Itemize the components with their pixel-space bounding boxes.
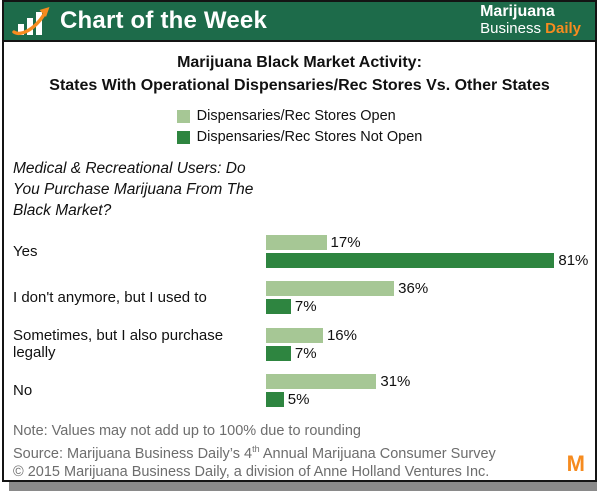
- legend-swatch-open-icon: [176, 109, 190, 123]
- category-label: Sometimes, but I also purchase legally: [13, 327, 224, 361]
- legend-item-open: Dispensaries/Rec Stores Open: [176, 108, 423, 124]
- category-label: I don't anymore, but I used to: [13, 289, 207, 306]
- bar-stores-open: [266, 281, 395, 296]
- legend-item-not-open: Dispensaries/Rec Stores Not Open: [176, 129, 423, 145]
- bar-line: 17%: [266, 234, 595, 251]
- bar-stores-not-open: [266, 392, 284, 407]
- legend: Dispensaries/Rec Stores Open Dispensarie…: [176, 108, 423, 145]
- bar-stores-open: [266, 327, 323, 343]
- bar-group: 16% 7%: [266, 326, 595, 362]
- category-label: No: [13, 382, 33, 399]
- footer-note: Note: Values may not add up to 100% due …: [13, 423, 361, 439]
- survey-question: Medical & Recreational Users: Do You Pur…: [13, 160, 254, 219]
- value-label: 5%: [287, 391, 310, 408]
- chart-rows: Yes 17% 81% I don't anymore, but I used to 3…: [4, 234, 595, 408]
- footer-notes: Note: Values may not add up to 100% due …: [4, 422, 595, 480]
- chart-title: Marijuana Black Market Activity: States …: [4, 51, 595, 97]
- chart-title-line2: States With Operational Dispensaries/Rec…: [49, 77, 550, 94]
- bar-line: 7%: [266, 298, 595, 315]
- bar-stores-not-open: [266, 299, 291, 314]
- legend-label-not-open: Dispensaries/Rec Stores Not Open: [196, 129, 423, 145]
- bar-chart-arrow-icon: [12, 7, 50, 35]
- chart-row: No 31% 5%: [4, 373, 595, 408]
- brand-line2-orange: Daily: [545, 20, 581, 37]
- page-title: Chart of the Week: [60, 7, 267, 34]
- bar-stores-not-open: [266, 345, 291, 361]
- value-label: 81%: [558, 252, 589, 269]
- mjbiz-m-logo: M: [566, 451, 585, 476]
- bar-line: 31%: [266, 373, 595, 390]
- bar-group: 17% 81%: [266, 234, 595, 269]
- bar-stores-open: [266, 235, 327, 250]
- footer-copyright: © 2015 Marijuana Business Daily, a divis…: [13, 463, 490, 480]
- chart-row: Yes 17% 81%: [4, 234, 595, 269]
- bar-line: 16%: [266, 326, 595, 344]
- bar-group: 36% 7%: [266, 280, 595, 315]
- value-label: 31%: [380, 373, 411, 390]
- brand-line2-white: Business: [480, 20, 546, 37]
- bar-line: 36%: [266, 280, 595, 297]
- bar-line: 5%: [266, 391, 595, 408]
- bar-stores-not-open: [266, 253, 555, 268]
- brand-line1: Marijuana: [480, 3, 555, 21]
- footer-source: Source: Marijuana Business Daily’s 4th A…: [13, 444, 496, 462]
- bar-line: 81%: [266, 252, 595, 269]
- value-label: 17%: [330, 234, 361, 251]
- chart-title-line1: Marijuana Black Market Activity:: [177, 54, 422, 71]
- bar-group: 31% 5%: [266, 373, 595, 408]
- value-label: 36%: [398, 280, 429, 297]
- chart-card: Chart of the Week Marijuana Business Dai…: [2, 0, 597, 482]
- value-label: 16%: [326, 326, 357, 344]
- brand-logo: Marijuana Business Daily: [480, 3, 583, 38]
- value-label: 7%: [294, 344, 317, 362]
- chart-row: Sometimes, but I also purchase legally 16…: [4, 326, 595, 362]
- legend-label-open: Dispensaries/Rec Stores Open: [196, 108, 396, 124]
- legend-swatch-not-open-icon: [176, 130, 190, 144]
- category-label: Yes: [13, 243, 38, 260]
- value-label: 7%: [294, 298, 317, 315]
- bar-stores-open: [266, 374, 377, 389]
- card-drop-shadow: [9, 482, 597, 491]
- bar-line: 7%: [266, 344, 595, 362]
- chart-row: I don't anymore, but I used to 36% 7%: [4, 280, 595, 315]
- header-bar: Chart of the Week Marijuana Business Dai…: [4, 2, 595, 42]
